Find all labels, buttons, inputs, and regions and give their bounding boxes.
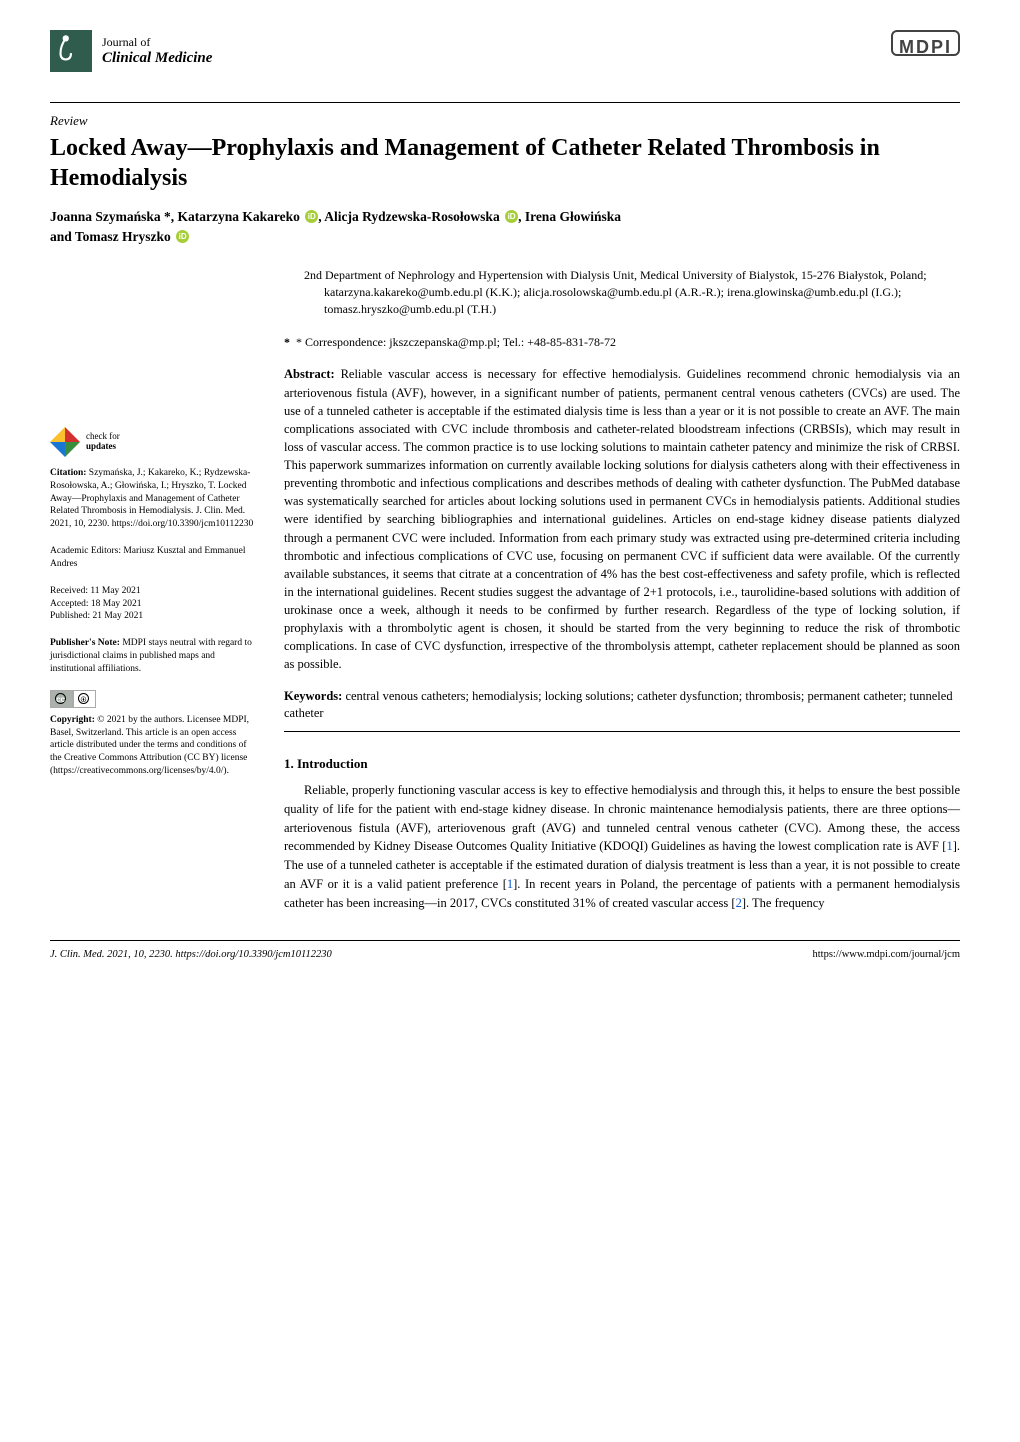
abstract: Abstract: Reliable vascular access is ne… [284,365,960,673]
keywords-text: central venous catheters; hemodialysis; … [284,689,953,721]
sidebar: check for updates Citation: Szymańska, J… [50,267,260,912]
orcid-icon[interactable] [305,210,318,223]
received-date: Received: 11 May 2021 [50,585,260,598]
journal-block: Journal of Clinical Medicine [50,30,212,72]
by-icon: 🅯 [73,690,96,708]
top-rule [50,102,960,103]
footer-right: https://www.mdpi.com/journal/jcm [813,947,960,963]
keywords-rule [284,731,960,732]
mdpi-logo: MDPI [891,30,960,56]
main-column: 2nd Department of Nephrology and Hyperte… [284,267,960,912]
keywords-label: Keywords: [284,689,342,703]
article-title: Locked Away—Prophylaxis and Management o… [50,133,960,193]
authors-segment-1: Joanna Szymańska *, Katarzyna Kakareko [50,209,300,224]
footer-left: J. Clin. Med. 2021, 10, 2230. https://do… [50,947,332,963]
abstract-label: Abstract: [284,367,335,381]
para-segment: ]. The frequency [742,896,825,910]
check-updates-icon [50,427,80,457]
orcid-icon[interactable] [505,210,518,223]
body-paragraph: Reliable, properly functioning vascular … [284,781,960,912]
journal-line1: Journal of [102,35,212,49]
correspondence: * * Correspondence: jkszczepanska@mp.pl;… [284,333,960,351]
publisher-note-block: Publisher's Note: MDPI stays neutral wit… [50,637,260,675]
check-updates-line1: check for [86,431,120,441]
authors-segment-2: , Alicja Rydzewska-Rosołowska [318,209,499,224]
affiliation-block: 2nd Department of Nephrology and Hyperte… [284,267,960,317]
article-type: Review [50,111,960,131]
orcid-icon[interactable] [176,230,189,243]
citation-label: Citation: [50,468,86,478]
section-heading-introduction: 1. Introduction [284,754,960,774]
authors-segment-4: and Tomasz Hryszko [50,229,171,244]
editors-label: Academic Editors: [50,546,121,556]
copyright-label: Copyright: [50,715,95,725]
para-segment: Reliable, properly functioning vascular … [284,783,960,853]
authors-segment-3: , Irena Głowińska [518,209,621,224]
dates-block: Received: 11 May 2021 Accepted: 18 May 2… [50,585,260,623]
author-list: Joanna Szymańska *, Katarzyna Kakareko ,… [50,207,960,248]
journal-title: Journal of Clinical Medicine [102,35,212,67]
header-bar: Journal of Clinical Medicine MDPI [50,30,960,72]
check-updates[interactable]: check for updates [50,427,260,457]
editors-block: Academic Editors: Mariusz Kusztal and Em… [50,545,260,571]
affiliation-text: 2nd Department of Nephrology and Hyperte… [304,267,960,317]
abstract-text: Reliable vascular access is necessary fo… [284,367,960,671]
journal-line2: Clinical Medicine [102,49,212,67]
journal-stethoscope-icon [50,30,92,72]
keywords: Keywords: central venous catheters; hemo… [284,688,960,723]
check-updates-text: check for updates [86,432,120,452]
published-date: Published: 21 May 2021 [50,610,260,623]
cc-by-badge[interactable]: cc 🅯 [50,690,96,708]
publisher-note-label: Publisher's Note: [50,638,120,648]
page-footer: J. Clin. Med. 2021, 10, 2230. https://do… [50,940,960,963]
check-updates-line2: updates [86,441,116,451]
citation-block: Citation: Szymańska, J.; Kakareko, K.; R… [50,467,260,531]
cc-icon: cc [50,690,73,708]
copyright-block: Copyright: © 2021 by the authors. Licens… [50,714,260,778]
accepted-date: Accepted: 18 May 2021 [50,598,260,611]
correspondence-text: * Correspondence: jkszczepanska@mp.pl; T… [296,335,616,349]
